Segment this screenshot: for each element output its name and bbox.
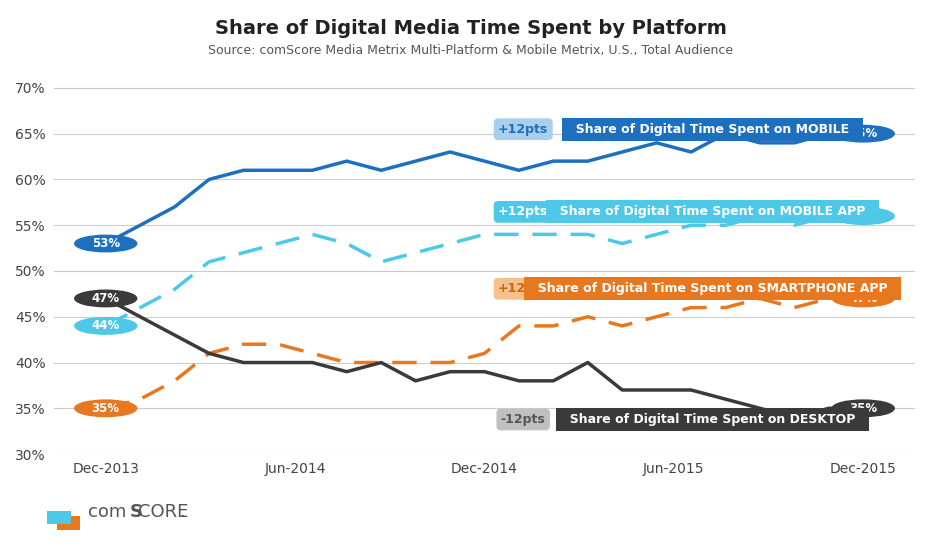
Text: Share of Digital Time Spent on MOBILE: Share of Digital Time Spent on MOBILE <box>567 123 858 136</box>
Circle shape <box>74 235 137 252</box>
Text: Share of Digital Time Spent on MOBILE APP: Share of Digital Time Spent on MOBILE AP… <box>551 205 874 218</box>
Text: 35%: 35% <box>91 402 120 415</box>
Circle shape <box>832 290 894 307</box>
Text: +12pts: +12pts <box>498 123 548 136</box>
Text: 47%: 47% <box>91 292 120 305</box>
Text: Share of Digital Media Time Spent by Platform: Share of Digital Media Time Spent by Pla… <box>215 19 727 38</box>
Circle shape <box>832 400 894 417</box>
Text: 35%: 35% <box>849 402 877 415</box>
Text: 56%: 56% <box>849 210 877 223</box>
Text: .: . <box>179 503 185 521</box>
Text: com: com <box>88 503 126 521</box>
Text: 65%: 65% <box>849 127 877 140</box>
Circle shape <box>74 400 137 417</box>
Text: Share of Digital Time Spent on SMARTPHONE APP: Share of Digital Time Spent on SMARTPHON… <box>528 282 896 295</box>
Text: CORE: CORE <box>138 503 188 521</box>
Text: 44%: 44% <box>91 319 120 333</box>
Text: 47%: 47% <box>849 292 877 305</box>
Text: +12pts: +12pts <box>498 205 548 218</box>
Circle shape <box>74 290 137 307</box>
Text: Source: comScore Media Metrix Multi-Platform & Mobile Metrix, U.S., Total Audien: Source: comScore Media Metrix Multi-Plat… <box>208 44 734 57</box>
Text: 53%: 53% <box>91 237 120 250</box>
Circle shape <box>74 318 137 334</box>
Text: Share of Digital Time Spent on DESKTOP: Share of Digital Time Spent on DESKTOP <box>561 413 864 426</box>
Text: +12pts: +12pts <box>498 282 548 295</box>
Circle shape <box>832 126 894 142</box>
Text: -12pts: -12pts <box>501 413 545 426</box>
Circle shape <box>832 208 894 224</box>
Text: S: S <box>130 503 143 521</box>
